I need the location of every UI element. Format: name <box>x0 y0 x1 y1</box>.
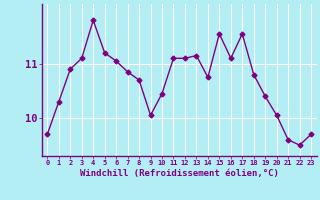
X-axis label: Windchill (Refroidissement éolien,°C): Windchill (Refroidissement éolien,°C) <box>80 169 279 178</box>
